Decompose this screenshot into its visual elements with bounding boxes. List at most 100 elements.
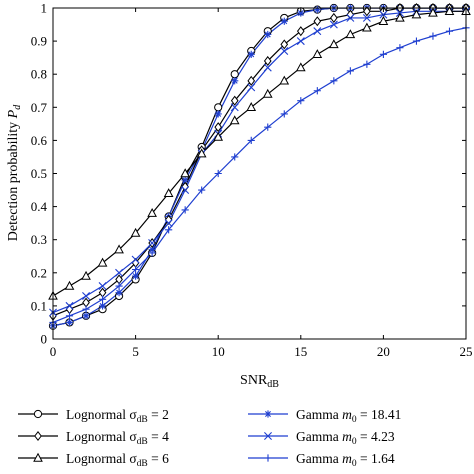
data-point-plus [214, 169, 222, 178]
data-point-plus [313, 87, 321, 95]
y-tick-label: 0.2 [31, 265, 47, 280]
legend-label: Lognormal σdB = 6 [66, 451, 169, 469]
data-point-asterisk [247, 50, 255, 58]
y-tick-label: 0.1 [31, 298, 47, 313]
data-point-x [230, 103, 239, 112]
y-tick-label: 0.8 [31, 67, 47, 82]
data-point-asterisk [280, 17, 288, 25]
data-point-x [65, 301, 74, 310]
data-point-triangle [229, 115, 240, 125]
data-point-circle [214, 103, 223, 112]
data-point-triangle [312, 49, 323, 59]
data-point-x [82, 291, 91, 300]
series-line-circle [53, 8, 466, 327]
series-line-asterisk [53, 8, 466, 327]
data-point-x [329, 20, 338, 29]
y-tick-label: 0 [41, 332, 48, 347]
data-point-triangle [64, 280, 75, 290]
data-point-triangle [444, 6, 455, 16]
data-point-plus [231, 153, 239, 161]
data-point-diamond [313, 16, 322, 27]
data-point-circle [230, 70, 239, 79]
series-markers-asterisk [49, 4, 470, 330]
data-point-triangle [378, 15, 389, 25]
data-point-diamond [280, 39, 289, 50]
data-point-plus [297, 97, 305, 105]
data-point-x [346, 13, 355, 22]
data-point-x [98, 282, 107, 291]
y-tick-label: 1 [41, 1, 48, 16]
data-point-x [164, 219, 173, 228]
data-point-asterisk [98, 302, 107, 310]
data-point-diamond [296, 26, 305, 37]
legend-item: Lognormal σdB = 2 [18, 407, 169, 425]
data-point-triangle [147, 207, 157, 217]
series-line-plus [53, 27, 466, 324]
data-point-plus [247, 136, 255, 144]
y-tick-label: 0.7 [31, 100, 48, 115]
legend: Lognormal σdB = 2 Gamma m0 = 18.41 Lognorm… [18, 407, 401, 469]
data-point-triangle [246, 102, 257, 111]
x-axis-label: SNRdB [240, 373, 279, 390]
legend-item: Gamma m0 = 1.64 [248, 451, 395, 469]
data-point-plus [148, 249, 156, 257]
data-point-diamond [214, 122, 223, 133]
data-point-asterisk [313, 6, 321, 14]
data-point-x [362, 13, 371, 22]
data-point-triangle [196, 148, 207, 158]
data-point-x [148, 239, 157, 247]
x-tick-label: 15 [294, 344, 307, 359]
data-point-plus [198, 186, 206, 194]
legend-label: Gamma m0 = 1.64 [296, 451, 395, 469]
legend-label: Gamma m0 = 4.23 [296, 429, 395, 447]
data-point-triangle [428, 7, 438, 17]
y-tick-label: 0.5 [31, 166, 47, 181]
data-point-plus [346, 67, 354, 75]
y-axis-label: Detection probability Pd [6, 104, 23, 241]
data-point-plus [132, 265, 140, 274]
legend-item: Lognormal σdB = 4 [18, 429, 169, 447]
data-point-diamond [330, 12, 338, 23]
data-point-plus [115, 282, 123, 290]
data-point-triangle [33, 452, 43, 462]
series-line-x [53, 10, 466, 314]
data-point-x [181, 186, 190, 195]
data-point-x [247, 83, 256, 92]
data-point-asterisk [231, 77, 239, 85]
data-point-plus [379, 50, 387, 58]
data-point-x [115, 268, 124, 277]
data-point-diamond [98, 287, 107, 298]
x-tick-label: 0 [50, 344, 57, 359]
x-axis-label-sub: dB [267, 379, 279, 390]
series-markers-circle [48, 3, 471, 330]
y-tick-label: 0.3 [31, 232, 47, 247]
data-point-asterisk [214, 110, 222, 118]
data-point-asterisk [181, 176, 189, 184]
data-point-asterisk [65, 318, 74, 327]
data-point-plus [98, 295, 107, 303]
data-point-asterisk [264, 30, 272, 39]
data-point-triangle [213, 131, 224, 141]
data-point-triangle [295, 62, 306, 72]
x-tick-label: 5 [132, 344, 139, 359]
data-point-triangle [329, 39, 339, 49]
x-tick-label: 25 [460, 344, 473, 359]
x-tick-label: 10 [212, 344, 225, 359]
data-point-plus [181, 206, 189, 214]
data-point-triangle [130, 227, 141, 237]
x-axis-label-main: SNR [240, 373, 268, 388]
data-point-triangle [114, 244, 124, 254]
legend-label: Lognormal σdB = 4 [66, 429, 169, 447]
series-markers-plus [49, 24, 470, 327]
data-point-plus [396, 44, 404, 52]
data-point-plus [264, 454, 272, 462]
data-point-triangle [81, 270, 91, 280]
series-layer [53, 8, 466, 327]
data-point-x [296, 37, 305, 46]
data-point-diamond [34, 430, 42, 442]
y-tick-label: 0.6 [31, 133, 48, 148]
data-point-diamond [230, 95, 239, 106]
y-tick-label: 0.4 [31, 199, 48, 214]
data-point-asterisk [132, 272, 140, 280]
